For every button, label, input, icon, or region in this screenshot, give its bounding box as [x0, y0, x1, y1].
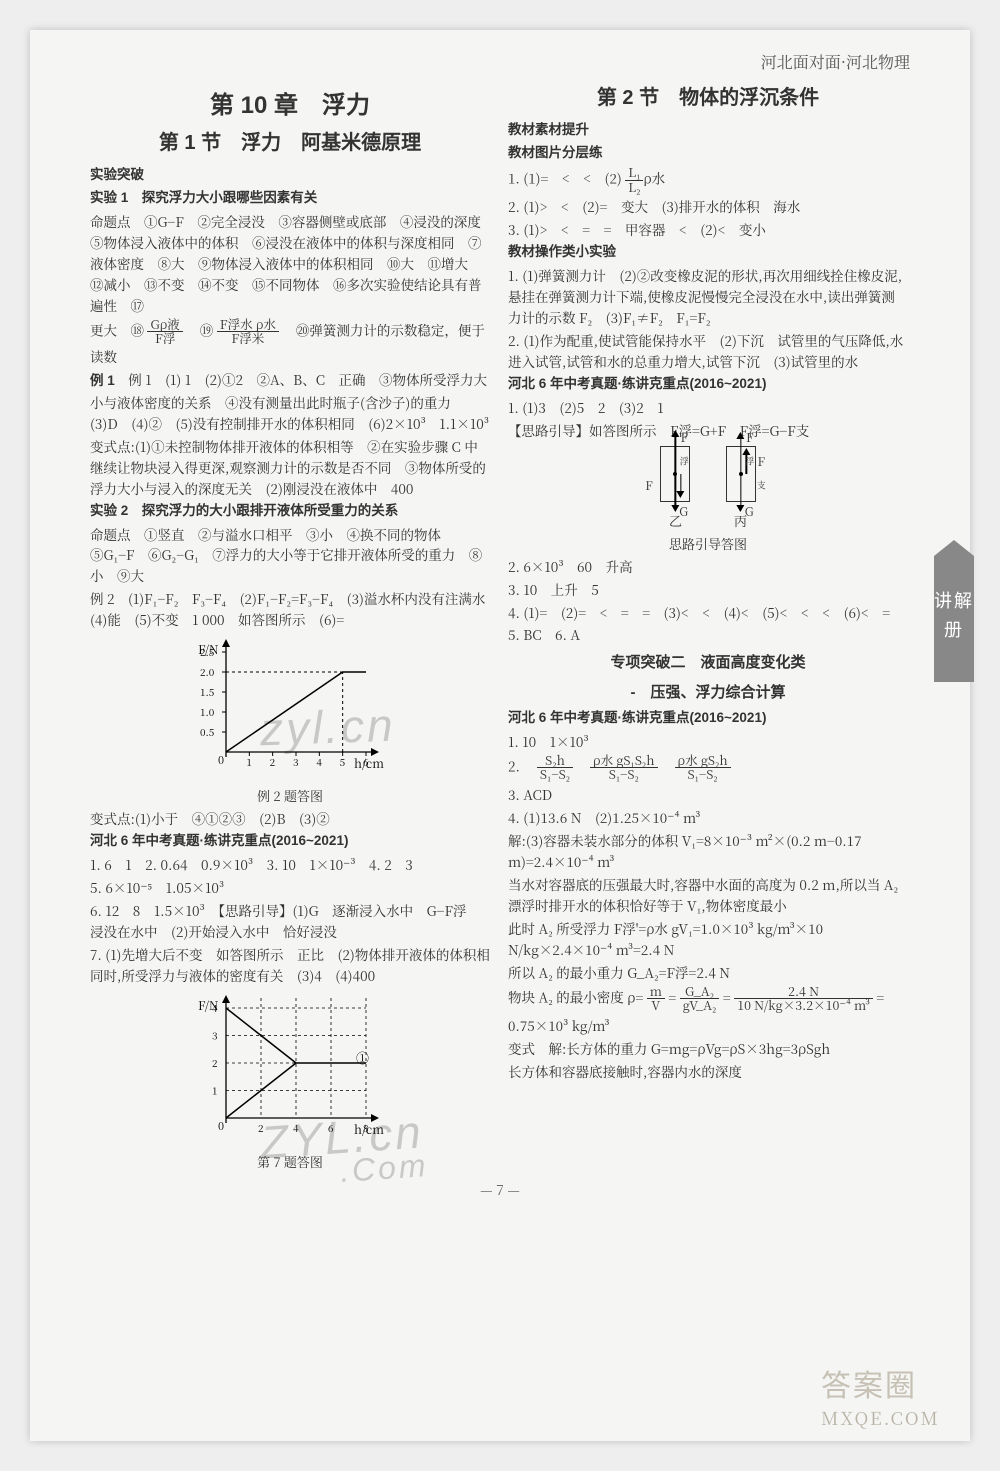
r-sol-e: 物块 A₂ 的最小密度 ρ= mV = G_A₂gV_A₂ = 2.4 N10 … — [508, 985, 908, 1014]
r-sol-b: 当水对容器底的压强最大时,容器中水面的高度为 0.2 m,所以当 A₂ 漂浮时排… — [508, 874, 908, 916]
variant-2: 变式点:(1)小于 ④①②③ (2)B (3)② — [90, 808, 490, 829]
ans-3: 6. 12 8 1.5×10³ 【思路引导】(1)G 逐渐浸入水中 G−F浮 浸… — [90, 900, 490, 942]
r-sol-d: 所以 A₂ 的最小重力 G_A₂=F浮=2.4 N — [508, 962, 908, 983]
r-sol-a: 解:(3)容器未装水部分的体积 V₁=8×10⁻³ m²×(0.2 m−0.17… — [508, 830, 908, 872]
svg-text:3: 3 — [212, 1027, 218, 1042]
r-ans-11: 1. 10 1×10³ — [508, 731, 908, 752]
r-ans-3: 3. (1)> < = = 甲容器 < (2)< 变小 — [508, 219, 908, 240]
r-subhead-1b: 教材图片分层练 — [508, 143, 908, 164]
page-number: — 7 — — [90, 1180, 910, 1200]
variant-1: 变式点:(1)①未控制物体排开液体的体积相等 ②在实验步骤 C 中继续让物块浸入… — [90, 436, 490, 499]
svg-text:1.0: 1.0 — [200, 704, 214, 719]
svg-text:0: 0 — [218, 752, 224, 768]
ans-2: 5. 6×10⁻⁵ 1.05×10³ — [90, 877, 490, 898]
example-1: 例 1 例 1 (1) 1 (2)①2 ②A、B、C 正确 ③物体所受浮力大小与… — [90, 369, 490, 434]
section-2-title: 第 2 节 物体的浮沉条件 — [508, 83, 908, 114]
r-variant-b: 长方体和容器底接触时,容器内水的深度 — [508, 1061, 908, 1082]
watermark-2b: .Com — [339, 1147, 430, 1190]
special-topic-b: - 压强、浮力综合计算 — [508, 681, 908, 704]
r-subhead-2: 教材操作类小实验 — [508, 242, 908, 263]
ans-1: 1. 6 1 2. 0.64 0.9×10³ 3. 10 1×10⁻³ 4. 2… — [90, 854, 490, 875]
exp1-title: 实验 1 探究浮力大小跟哪些因素有关 — [90, 188, 490, 209]
running-header: 河北面对面·河北物理 — [90, 50, 910, 73]
svg-text:1.5: 1.5 — [200, 684, 214, 699]
svg-text:h/cm: h/cm — [354, 755, 384, 772]
special-topic-a: 专项突破二 液面高度变化类 — [508, 651, 908, 674]
svg-text:2: 2 — [212, 1055, 218, 1070]
r-sol-f: 0.75×10³ kg/m³ — [508, 1015, 908, 1036]
r-variant: 变式 解:长方体的重力 G=mg=ρVg=ρS×3hg=3ρSgh — [508, 1038, 908, 1059]
example-2: 例 2 (1)F₁−F₂ F₃−F₄ (2)F₁−F₂=F₃−F₄ (3)溢水杯… — [90, 588, 490, 630]
r-ans-1: 1. (1)= < < (2) L₁L₂ρ水 — [508, 166, 908, 195]
svg-text:2.0: 2.0 — [200, 664, 214, 679]
r-exam-head-1: 河北 6 年中考真题·练讲克重点(2016~2021) — [508, 374, 908, 395]
force-diagram: F浮 F G F浮 F支 G 乙 丙 — [508, 446, 908, 531]
r-ans-5: 2. (1)作为配重,使试管能保持水平 (2)下沉 试管里的气压降低,水进入试管… — [508, 330, 908, 372]
force-diagram-caption: 思路引导答图 — [508, 534, 908, 554]
svg-text:2.5: 2.5 — [200, 644, 214, 659]
left-exam-head: 河北 6 年中考真题·练讲克重点(2016~2021) — [90, 831, 490, 852]
svg-text:4: 4 — [212, 1000, 218, 1015]
r-ans-13: 3. ACD — [508, 784, 908, 805]
r-ans-6s: 【思路引导】如答图所示 F浮=G+F F浮=G−F支 — [508, 420, 908, 441]
svg-text:3: 3 — [293, 754, 299, 769]
exp2-title: 实验 2 探究浮力的大小跟排开液体所受重力的关系 — [90, 501, 490, 522]
exp1-body: 命题点 ①G−F ②完全浸没 ③容器侧壁或底部 ④浸没的深度 ⑤物体浸入液体中的… — [90, 211, 490, 316]
svg-text:6: 6 — [363, 754, 369, 769]
r-ans-4: 1. (1)弹簧测力计 (2)②改变橡皮泥的形状,再次用细线拴住橡皮泥,悬挂在弹… — [508, 265, 908, 328]
r-ans-8: 3. 10 上升 5 — [508, 579, 908, 600]
subhead-experiment: 实验突破 — [90, 165, 490, 186]
svg-text:1: 1 — [246, 754, 252, 769]
r-sol-c: 此时 A₂ 所受浮力 F浮'=ρ水 gV₁=1.0×10³ kg/m³×10 N… — [508, 918, 908, 960]
section-1-title: 第 1 节 浮力 阿基米德原理 — [90, 128, 490, 159]
watermark-1: zyl.cn — [259, 698, 396, 757]
left-column: 第 10 章 浮力 第 1 节 浮力 阿基米德原理 实验突破 实验 1 探究浮力… — [90, 79, 490, 1174]
r-ans-9: 4. (1)= (2)= < = = (3)< < (4)< (5)< < < … — [508, 602, 908, 623]
side-tab: 讲解册 — [934, 540, 974, 682]
chart1-caption: 例 2 题答图 — [90, 786, 490, 806]
r-ans-2: 2. (1)> < (2)= 变大 (3)排开水的体积 海水 — [508, 196, 908, 217]
svg-text:2: 2 — [270, 754, 276, 769]
svg-text:1: 1 — [212, 1082, 218, 1097]
r-exam-head-2: 河北 6 年中考真题·练讲克重点(2016~2021) — [508, 708, 908, 729]
brand-footer: 答案圈 MXQE.COM — [821, 1361, 940, 1431]
r-ans-10: 5. BC 6. A — [508, 624, 908, 645]
r-ans-6: 1. (1)3 (2)5 2 (3)2 1 — [508, 397, 908, 418]
svg-text:0.5: 0.5 — [200, 724, 214, 739]
right-column: 第 2 节 物体的浮沉条件 教材素材提升 教材图片分层练 1. (1)= < <… — [508, 79, 908, 1174]
svg-text:5: 5 — [340, 754, 346, 769]
svg-text:①: ① — [356, 1048, 369, 1067]
r-ans-14: 4. (1)13.6 N (2)1.25×10⁻⁴ m³ — [508, 807, 908, 828]
ans-4: 7. (1)先增大后不变 如答图所示 正比 (2)物体排开液体的体积相同时,所受… — [90, 944, 490, 986]
exp1-body-frac: 更大 ⑱ Gρ液F浮 ⑲ F浮水 ρ水F浮米 ⑳弹簧测力计的示数稳定，便于读数 — [90, 318, 490, 367]
r-ans-12: 2. S₂hS₁−S₂ ρ水 gS₁S₂hS₁−S₂ ρ水 gS₂hS₁−S₂ — [508, 754, 908, 783]
exp2-body: 命题点 ①竖直 ②与溢水口相平 ③小 ④换不同的物体 ⑤G₁−F ⑥G₂−G₁ … — [90, 524, 490, 587]
r-subhead-1: 教材素材提升 — [508, 120, 908, 141]
svg-text:0: 0 — [218, 1118, 224, 1134]
chapter-title: 第 10 章 浮力 — [90, 87, 490, 124]
svg-text:4: 4 — [316, 754, 322, 769]
r-ans-7: 2. 6×10³ 60 升高 — [508, 556, 908, 577]
